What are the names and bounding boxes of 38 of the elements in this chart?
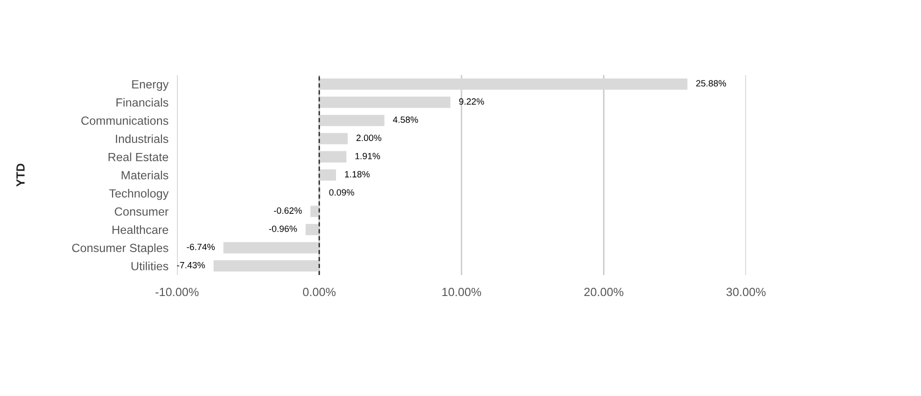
bar (319, 151, 346, 162)
bar (319, 169, 336, 181)
data-label: -6.74% (186, 244, 215, 250)
data-label: 2.00% (356, 134, 382, 142)
y-tick-label: Energy (132, 80, 169, 91)
x-tick-label: 10.00% (442, 288, 482, 296)
bar (223, 242, 320, 254)
y-tick-label: Industrials (116, 134, 168, 144)
data-label: 9.22% (459, 98, 484, 105)
y-tick-label: Technology (109, 188, 169, 200)
data-label: 25.88% (696, 80, 726, 87)
x-tick-label: 30.00% (726, 288, 766, 296)
data-label: 1.91% (355, 152, 380, 160)
data-label: -7.43% (177, 262, 205, 268)
x-tick-label: 20.00% (584, 288, 624, 296)
data-label: -0.96% (269, 226, 297, 232)
y-tick-label: Consumer Staples (72, 243, 168, 254)
bar (319, 133, 348, 144)
data-label: 1.18% (345, 171, 370, 178)
x-tick-label: -10.00% (156, 288, 199, 296)
bar (214, 260, 320, 272)
y-tick-label: Utilities (132, 262, 168, 270)
data-label: 4.58% (392, 116, 418, 123)
bar (306, 224, 320, 236)
bar (319, 78, 688, 90)
y-tick-label: Real Estate (108, 152, 168, 162)
y-tick-label: Healthcare (112, 225, 168, 234)
bar (310, 206, 320, 217)
x-tick-label: 0.00% (302, 288, 336, 296)
y-tick-label: Materials (122, 170, 168, 180)
y-tick-label: Communications (81, 116, 168, 125)
bar (319, 114, 384, 126)
y-tick-label: Consumer (114, 207, 168, 216)
data-label: -0.62% (274, 207, 302, 214)
bar (319, 96, 450, 108)
data-label: 0.09% (329, 189, 354, 196)
y-tick-label: Financials (116, 98, 168, 107)
y-axis-title: YTD (16, 164, 25, 187)
